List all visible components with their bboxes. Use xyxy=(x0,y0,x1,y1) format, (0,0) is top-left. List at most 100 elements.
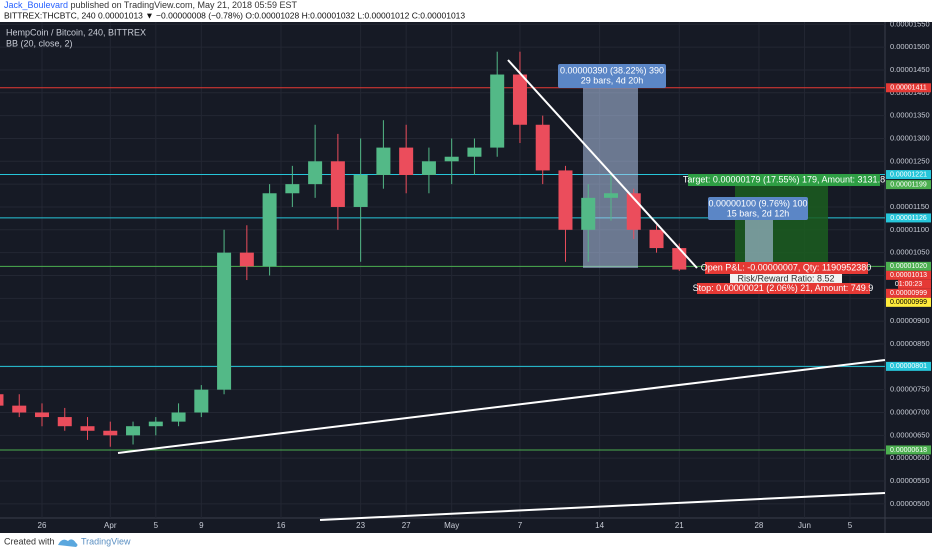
symbol-line: BITTREX:THCBTC, 240 0.00001013 ▼ −0.0000… xyxy=(4,10,465,20)
x-tick-label: 7 xyxy=(518,521,523,530)
price-tag: 0.00001126 xyxy=(890,215,927,222)
stop-label-bg xyxy=(697,283,870,294)
range-label: 29 bars, 4d 20h xyxy=(581,75,644,85)
range-label: 0.00000100 (9.76%) 100 xyxy=(708,198,807,208)
y-tick-label: 0.00000850 xyxy=(890,339,930,348)
x-tick-label: 28 xyxy=(754,521,763,530)
candle-body xyxy=(239,252,254,267)
candle-body xyxy=(672,248,687,270)
price-tag-bg xyxy=(886,170,931,180)
candle-body xyxy=(80,426,95,431)
x-tick-label: 23 xyxy=(356,521,365,530)
price-tag-bg xyxy=(886,270,931,280)
target-label: Target: 0.00000179 (17.55%) 179, Amount:… xyxy=(683,174,885,184)
pnl-label-bg xyxy=(705,262,868,274)
price-tag-bg xyxy=(886,213,931,223)
x-tick-label: 5 xyxy=(154,521,159,530)
candle-body xyxy=(171,412,186,422)
candle-body xyxy=(103,430,118,436)
range-label: 15 bars, 2d 12h xyxy=(727,208,790,218)
y-tick-label: 0.00000600 xyxy=(890,453,930,462)
price-tag-bg xyxy=(898,279,931,289)
candle-body xyxy=(57,417,72,427)
price-tag-bg xyxy=(886,297,931,307)
price-tag: 0.00001020 xyxy=(890,263,927,270)
price-tag: 0.00001411 xyxy=(890,85,927,92)
x-tick-label: 27 xyxy=(402,521,411,530)
price-tag-bg xyxy=(886,288,931,298)
chart-title: HempCoin / Bitcoin, 240, BITTREX xyxy=(6,27,146,37)
price-tag-bg xyxy=(886,180,931,190)
x-tick-label: 14 xyxy=(595,521,604,530)
x-tick-label: 21 xyxy=(675,521,684,530)
x-tick-label: 16 xyxy=(277,521,286,530)
y-tick-label: 0.00000750 xyxy=(890,385,930,394)
y-tick-label: 0.00000650 xyxy=(890,430,930,439)
x-tick-label: 9 xyxy=(199,521,204,530)
candles xyxy=(0,51,687,447)
candle-body xyxy=(126,426,141,436)
price-tag: 0.00000999 xyxy=(890,290,927,297)
x-tick-label: Jun xyxy=(798,521,811,530)
candle-body xyxy=(490,74,505,148)
price-tag: 0.00000999 xyxy=(890,299,927,306)
x-tick-label: 26 xyxy=(38,521,47,530)
y-tick-label: 0.00000550 xyxy=(890,476,930,485)
candle-body xyxy=(308,161,323,185)
logo xyxy=(58,539,78,547)
price-tag-bg xyxy=(886,83,931,93)
candle-body xyxy=(12,405,27,413)
x-tick-label: Apr xyxy=(104,521,117,530)
candle-body xyxy=(330,161,345,207)
candle-body xyxy=(148,421,163,427)
y-tick-label: 0.00001350 xyxy=(890,111,930,120)
candle-body xyxy=(444,156,459,162)
candle-body xyxy=(376,147,391,176)
candle-body xyxy=(604,193,618,198)
target-label-bg xyxy=(688,174,880,186)
candle-body xyxy=(262,193,277,267)
price-tag: 01:00:23 xyxy=(895,281,922,288)
x-tick-label: 5 xyxy=(848,521,853,530)
range-label: 0.00000390 (38.22%) 390 xyxy=(560,65,664,75)
candle-body xyxy=(217,252,232,390)
candle-body xyxy=(353,175,368,207)
y-tick-label: 0.00001400 xyxy=(890,88,930,97)
y-tick-label: 0.00000500 xyxy=(890,499,930,508)
price-tag: 0.00001221 xyxy=(890,171,927,178)
y-tick-label: 0.00001100 xyxy=(890,225,929,234)
y-tick-label: 0.00001250 xyxy=(890,156,930,165)
trendline xyxy=(117,359,886,454)
y-tick-label: 0.00001450 xyxy=(890,65,930,74)
footer-brand[interactable]: TradingView xyxy=(81,536,131,546)
price-tags: 0.00001411 0.00001221 0.00001199 0.00001126… xyxy=(886,83,931,455)
price-tag: 0.00000618 xyxy=(890,447,927,454)
y-tick-label: 0.00001500 xyxy=(890,42,930,51)
trendline xyxy=(507,59,698,269)
price-tag-bg xyxy=(886,361,931,371)
author[interactable]: Jack_Boulevard xyxy=(4,0,68,10)
stop-label: Stop: 0.00000021 (2.06%) 21, Amount: 749… xyxy=(693,283,874,293)
header-line: Jack_Boulevard published on TradingView.… xyxy=(4,0,298,10)
rr-label: Risk/Reward Ratio: 8.52 xyxy=(737,273,834,283)
rr-label-bg xyxy=(730,274,842,283)
candle-body xyxy=(535,124,550,171)
price-tag: 0.00000801 xyxy=(890,363,927,370)
range-label-bg xyxy=(708,197,808,220)
trendline xyxy=(319,492,886,521)
candle-body xyxy=(285,184,300,194)
range-box xyxy=(745,220,773,268)
footer-created: Created with xyxy=(4,536,55,546)
candle-body xyxy=(581,197,596,230)
candle-body xyxy=(467,147,482,157)
grid: 0.00000500 0.00000550 0.00000600 0.00000650… xyxy=(0,19,930,530)
price-tag: 0.00001013 xyxy=(890,272,927,279)
candle-body xyxy=(421,161,436,176)
y-tick-label: 0.00000700 xyxy=(890,407,930,416)
candle-body xyxy=(649,229,664,249)
candle-body xyxy=(35,412,49,418)
candle-body xyxy=(399,147,414,176)
y-tick-label: 0.00000900 xyxy=(890,316,930,325)
